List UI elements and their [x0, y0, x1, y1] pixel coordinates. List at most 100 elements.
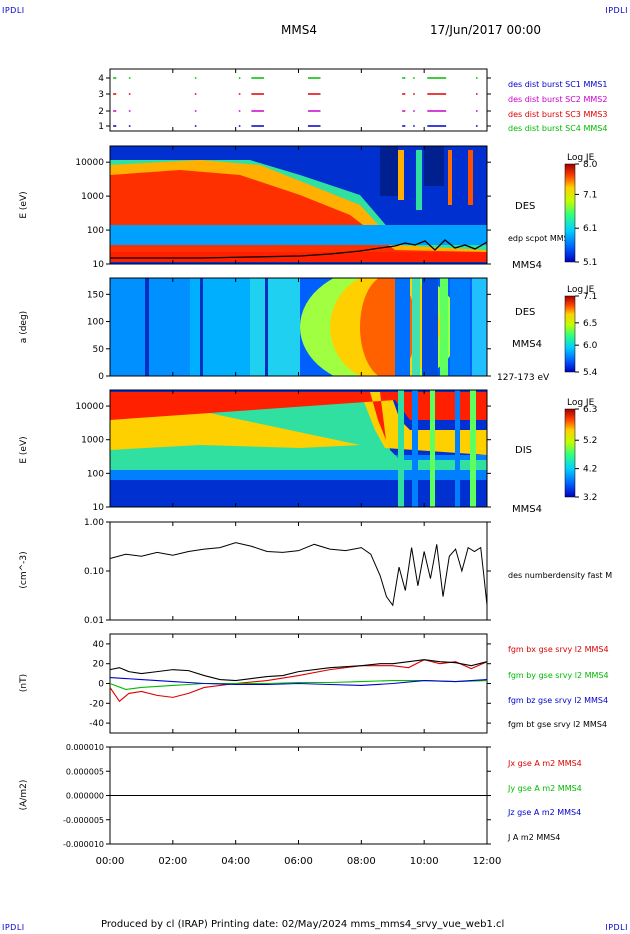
des-energy-sublabel: MMS4 [512, 260, 542, 271]
x-tick-label: 12:00 [473, 856, 502, 867]
colorbar-des-pitch-tick-label: 7.1 [583, 292, 597, 302]
current-ylabel: (A/m2) [19, 780, 29, 811]
des-pitch-label: DES [515, 307, 535, 318]
des-energy-ylabel: E (eV) [19, 191, 29, 218]
x-tick-label: 02:00 [158, 856, 187, 867]
bfield-y-tick-label: -40 [89, 719, 104, 729]
burst-y-tick-label: 4 [98, 74, 104, 84]
bfield-y-axis: -40 -20 0 20 40 [89, 640, 491, 729]
colorbar-dis-energy-tick-label: 4.2 [583, 465, 597, 475]
burst-y-axis: 1 2 3 4 [98, 74, 491, 132]
colorbar-dis-energy-tick-label: 6.3 [583, 405, 597, 415]
x-axis-time-ticks: 00:00 02:00 04:00 06:00 08:00 10:00 12:00 [96, 69, 502, 867]
bfield-series-line [109, 659, 488, 682]
colorbar-des-energy-tick-label: 5.1 [583, 258, 597, 268]
x-tick-label: 06:00 [284, 856, 313, 867]
legend-burst-mms3: des dist burst SC3 MMS3 [508, 110, 607, 119]
burst-y-tick-label: 1 [98, 122, 104, 132]
colorbar-des-energy-tick-label: 7.1 [583, 190, 597, 200]
legend-burst-mms2: des dist burst SC2 MMS2 [508, 95, 607, 104]
legend-jx: Jx gse A m2 MMS4 [507, 759, 582, 768]
density-panel: 0.01 0.10 1.00 (cm^-3) des numberdensity f… [19, 518, 612, 626]
current-y-tick-label: 0.000000 [66, 792, 104, 801]
colorbar-dis-energy [564, 408, 576, 498]
dis-energy-panel: 10 100 1000 10000 E (eV) DIS MMS4 Log JE 6.… [19, 389, 597, 515]
des-energy-y-tick-label: 100 [87, 226, 104, 236]
density-ylabel: (cm^-3) [19, 551, 29, 588]
des-pitch-y-tick-label: 100 [87, 318, 104, 328]
des-pitch-panel: 0 50 100 150 a (deg) DES MMS4 127-173 eV Lo… [19, 277, 598, 383]
burst-y-tick-label: 2 [98, 107, 104, 117]
legend-bt: fgm bt gse srvy l2 MMS4 [508, 720, 607, 729]
header-spacecraft: MMS4 [281, 23, 317, 37]
density-series-line [109, 542, 488, 607]
bfield-series-line [109, 677, 488, 687]
bfield-y-tick-label: 40 [93, 640, 105, 650]
current-y-tick-label: -0.000005 [63, 816, 104, 825]
colorbar-des-energy-tick-label: 6.1 [583, 224, 597, 234]
x-tick-label: 10:00 [410, 856, 439, 867]
bfield-lines [109, 659, 488, 703]
density-y-tick-label: 0.10 [84, 567, 104, 577]
bfield-y-tick-label: -20 [89, 699, 104, 709]
current-y-axis: 0.000010 0.000005 0.000000 -0.000005 -0.0000… [63, 743, 491, 849]
colorbar-des-pitch-ticks: 7.1 6.5 6.0 5.4 [575, 292, 598, 378]
colorbar-des-energy [564, 163, 576, 263]
dis-energy-y-tick-label: 1000 [81, 436, 104, 446]
colorbar-des-pitch [564, 295, 576, 373]
bfield-panel: -40 -20 0 20 40 (nT) fgm bx gse srvy l2 MMS4… [19, 633, 609, 734]
legend-jy: Jy gse A m2 MMS4 [507, 784, 582, 793]
current-panel: 0.000010 0.000005 0.000000 -0.000005 -0.0000… [19, 743, 582, 849]
colorbar-dis-energy-tick-label: 5.2 [583, 436, 597, 446]
dis-energy-y-axis: 10 100 1000 10000 [75, 402, 491, 513]
header-date: 17/Jun/2017 00:00 [430, 23, 542, 37]
burst-bars [113, 77, 478, 127]
legend-j: J A m2 MMS4 [507, 833, 560, 842]
corner-label-tr: IPDLI [605, 6, 628, 15]
des-pitch-energy-range: 127-173 eV [497, 373, 550, 383]
x-tick-label: 00:00 [96, 856, 125, 867]
colorbar-des-energy-ticks: 8.0 7.1 6.1 5.1 [575, 160, 598, 268]
legend-jz: Jz gse A m2 MMS4 [507, 808, 581, 817]
scpot-overlay-line [110, 239, 487, 259]
legend-burst-mms1: des dist burst SC1 MMS1 [508, 80, 607, 89]
des-energy-panel: 10 100 1000 10000 E (eV) DES edp scpot MMS4… [19, 145, 598, 271]
dis-energy-sublabel: MMS4 [512, 504, 542, 515]
density-frame [109, 521, 488, 621]
dis-energy-y-tick-label: 10 [93, 503, 105, 513]
colorbar-des-pitch-tick-label: 6.5 [583, 319, 597, 329]
colorbar-des-energy-title: Log JE [567, 153, 595, 163]
dis-energy-ylabel: E (eV) [19, 436, 29, 463]
des-energy-y-tick-label: 1000 [81, 192, 104, 202]
x-tick-label: 08:00 [347, 856, 376, 867]
colorbar-des-pitch-tick-label: 6.0 [583, 341, 598, 351]
current-y-tick-label: -0.000010 [63, 840, 104, 849]
des-pitch-y-tick-label: 0 [98, 372, 104, 382]
corner-label-br: IPDLI [605, 923, 628, 932]
colorbar-des-pitch-title: Log JE [567, 285, 595, 295]
legend-bx: fgm bx gse srvy l2 MMS4 [508, 645, 609, 654]
bfield-y-tick-label: 20 [93, 660, 105, 670]
current-y-tick-label: 0.000005 [66, 767, 104, 776]
des-pitch-y-tick-label: 50 [93, 345, 105, 355]
des-energy-label: DES [515, 201, 535, 212]
density-lines [109, 542, 488, 607]
plot-stack: 1 2 3 4 des dist burst SC1 MMS1 des dist bu… [19, 68, 612, 867]
corner-label-bl: IPDLI [2, 923, 25, 932]
colorbar-dis-energy-ticks: 6.3 5.2 4.2 3.2 [575, 405, 597, 503]
legend-burst-mms4: des dist burst SC4 MMS4 [508, 124, 607, 133]
des-energy-y-tick-label: 10 [93, 260, 105, 270]
bfield-series-line [109, 679, 488, 691]
colorbar-des-pitch-tick-label: 5.4 [583, 368, 598, 378]
des-pitch-ylabel: a (deg) [19, 311, 29, 343]
colorbar-des-energy-tick-label: 8.0 [583, 160, 598, 170]
bfield-y-tick-label: 0 [98, 680, 104, 690]
des-pitch-y-axis: 0 50 100 150 [87, 290, 491, 382]
bfield-series-line [109, 659, 488, 703]
legend-bz: fgm bz gse srvy l2 MMS4 [508, 696, 608, 705]
density-legend: des numberdensity fast M [508, 571, 612, 580]
dis-energy-label: DIS [515, 445, 532, 456]
dis-energy-y-tick-label: 10000 [75, 402, 104, 412]
des-energy-y-tick-label: 10000 [75, 158, 104, 168]
bfield-ylabel: (nT) [19, 674, 29, 692]
